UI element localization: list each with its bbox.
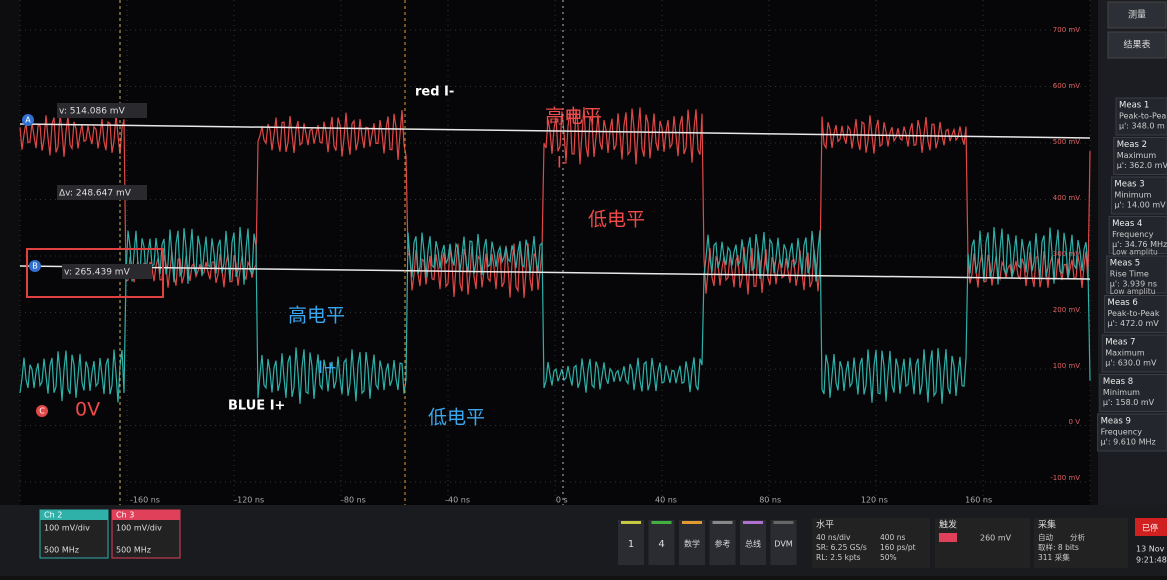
annotation: 低电平 xyxy=(588,209,645,231)
horizontal-item: 400 ns xyxy=(880,533,905,542)
measurement-type: Peak-to-Peak xyxy=(1108,309,1160,318)
cursor-label: Δv: 248.647 mV xyxy=(59,189,132,199)
measurement-value: μ': 472.0 mV xyxy=(1108,319,1160,328)
voltage-label: 200 mV xyxy=(1053,306,1080,314)
bottom-button-accent xyxy=(713,521,733,524)
channel-bandwidth: 500 MHz xyxy=(44,546,79,555)
measurement-name: Meas 6 xyxy=(1108,298,1138,308)
voltage-label: -100 mV xyxy=(1050,474,1080,482)
measurement-value: μ': 362.0 mV xyxy=(1117,161,1167,170)
annotation: 低电平 xyxy=(428,407,485,429)
measurement-value: μ': 158.0 mV xyxy=(1103,398,1155,407)
voltage-label: 600 mV xyxy=(1053,82,1080,90)
measurement-type: Maximum xyxy=(1105,349,1145,358)
bottom-button-label: 数学 xyxy=(684,539,700,549)
date: 13 Nov xyxy=(1136,545,1165,554)
time-label: 120 ns xyxy=(861,496,888,505)
acquisition-item: 取样: 8 bits xyxy=(1038,542,1079,552)
channel-name: Ch 2 xyxy=(44,511,62,520)
cursor-label: v: 514.086 mV xyxy=(59,107,126,117)
panel-button-label: 结果表 xyxy=(1123,39,1150,51)
voltage-label: 100 mV xyxy=(1053,362,1080,370)
horizontal-title: 水平 xyxy=(816,519,834,531)
acquisition-item: 自动 xyxy=(1038,532,1054,542)
channel-scale: 100 mV/div xyxy=(44,524,90,533)
channel-bandwidth: 500 MHz xyxy=(116,546,151,555)
voltage-label: 400 mV xyxy=(1053,194,1080,202)
bottom-button-label: DVM xyxy=(774,540,792,549)
panel-button-label: 测量 xyxy=(1128,10,1146,21)
time-label: -160 ns xyxy=(130,496,160,505)
measurement-name: Meas 8 xyxy=(1103,377,1133,387)
horizontal-item: 40 ns/div xyxy=(816,533,851,542)
measurement-note: Low amplitu xyxy=(1112,248,1158,257)
bottom-button-accent xyxy=(743,521,763,524)
time: 9:21:48 xyxy=(1136,556,1167,565)
bottom-button-label: 参考 xyxy=(715,539,731,549)
annotation: BLUE I+ xyxy=(228,399,285,414)
voltage-label: 500 mV xyxy=(1053,138,1080,146)
bottom-button-accent xyxy=(652,521,672,524)
voltage-label: 0 V xyxy=(1069,418,1081,426)
measurement-name: Meas 1 xyxy=(1119,101,1149,111)
bottom-button-accent xyxy=(621,521,641,524)
channel-marker-label: B xyxy=(32,262,38,271)
measurement-type: Rise Time xyxy=(1110,270,1149,279)
trigger-level: 260 mV xyxy=(980,534,1012,543)
annotation: 高电平 xyxy=(288,305,345,327)
measurement-value: μ': 630.0 mV xyxy=(1105,359,1157,368)
status: 已停 xyxy=(1142,523,1158,533)
measurement-type: Maximum xyxy=(1117,151,1157,160)
annotation: 0V xyxy=(75,399,100,421)
annotation: red I- xyxy=(415,85,454,100)
measurement-value: μ': 348.0 m xyxy=(1119,122,1165,131)
acquisition-item: 311 采集 xyxy=(1038,552,1070,562)
voltage-label: 300 mV xyxy=(1053,250,1080,258)
measurement-type: Frequency xyxy=(1112,230,1154,239)
measurement-name: Meas 7 xyxy=(1105,338,1135,348)
acquisition-title: 采集 xyxy=(1038,519,1056,531)
measurement-name: Meas 3 xyxy=(1114,180,1144,190)
time-label: -120 ns xyxy=(234,496,264,505)
measurement-name: Meas 4 xyxy=(1112,219,1142,229)
measurement-value: μ': 14.00 mV xyxy=(1114,201,1166,210)
annotation: I- xyxy=(557,153,568,172)
channel-marker-label: A xyxy=(25,116,31,125)
bottom-button-label: 1 xyxy=(628,539,634,550)
trigger-title: 触发 xyxy=(939,519,957,531)
horizontal-item: 50% xyxy=(880,553,897,562)
time-label: 0 s xyxy=(556,496,568,505)
measurement-type: Peak-to-Peak xyxy=(1119,112,1167,121)
annotation: 高电平 xyxy=(545,106,602,128)
horizontal-item: RL: 2.5 kpts xyxy=(816,553,861,562)
bottom-button-label: 总线 xyxy=(745,539,761,549)
horizontal-item: 160 ps/pt xyxy=(880,543,916,552)
bottom-button-accent xyxy=(774,521,794,524)
channel-scale: 100 mV/div xyxy=(116,524,162,533)
channel-name: Ch 3 xyxy=(116,511,134,520)
acquisition-item: 分析 xyxy=(1070,532,1086,542)
time-label: 40 ns xyxy=(655,496,677,505)
measurement-name: Meas 5 xyxy=(1110,259,1140,269)
time-label: -40 ns xyxy=(445,496,470,505)
measurement-note: Low amplitu xyxy=(1110,287,1156,296)
cursor-label: v: 265.439 mV xyxy=(64,268,131,278)
measurement-name: Meas 9 xyxy=(1101,417,1131,427)
horizontal-item: SR: 6.25 GS/s xyxy=(816,543,867,552)
voltage-label: 700 mV xyxy=(1053,26,1080,34)
measurement-type: Frequency xyxy=(1101,428,1143,437)
measurement-type: Minimum xyxy=(1114,191,1151,200)
measurement-type: Minimum xyxy=(1103,388,1140,397)
time-label: 80 ns xyxy=(759,496,781,505)
measurement-value: μ': 9.610 MHz xyxy=(1101,438,1156,447)
trigger-source xyxy=(939,533,957,542)
measurement-name: Meas 2 xyxy=(1117,140,1147,150)
time-label: 160 ns xyxy=(965,496,992,505)
time-label: -80 ns xyxy=(341,496,366,505)
bottom-button-label: 4 xyxy=(658,539,664,550)
annotation: I+ xyxy=(318,358,337,378)
bottom-button-accent xyxy=(682,521,702,524)
channel-marker-label: C xyxy=(39,407,45,416)
